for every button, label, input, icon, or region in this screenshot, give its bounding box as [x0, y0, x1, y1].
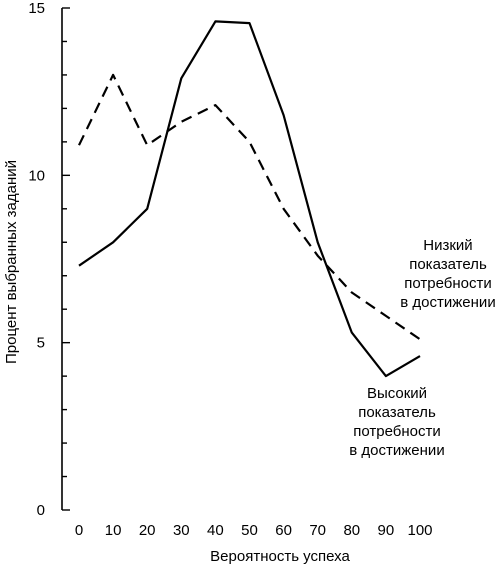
x-tick-label: 90 [378, 522, 395, 539]
x-tick-label: 80 [343, 522, 360, 539]
x-tick-label: 50 [241, 522, 258, 539]
annotation-line: показатель [358, 404, 436, 421]
series-group [78, 20, 421, 378]
annotation-high: Высокий показатель потребности в достижении [349, 385, 444, 459]
annotation-line: показатель [409, 256, 487, 273]
x-tick-label: 0 [75, 522, 83, 539]
annotation-line: потребности [353, 423, 441, 440]
annotation-line: Низкий [423, 237, 472, 254]
y-axis-title: Процент выбранных заданий [3, 160, 20, 364]
annotation-line: Высокий [367, 385, 427, 402]
x-tick-label: 10 [105, 522, 122, 539]
y-tick-label: 5 [37, 335, 45, 352]
annotations: Низкий показатель потребности в достиженииВ… [349, 237, 495, 459]
x-tick-label: 100 [407, 522, 432, 539]
series-line-high [78, 20, 421, 378]
annotation-line: в достижении [349, 442, 444, 459]
annotation-line: в достижении [400, 294, 495, 311]
x-tick-label: 20 [139, 522, 156, 539]
x-tick-label: 40 [207, 522, 224, 539]
x-axis-title: Вероятность успеха [210, 548, 350, 565]
x-tick-label: 30 [173, 522, 190, 539]
y-tick-label: 10 [28, 167, 45, 184]
series-high [78, 20, 421, 378]
series-low [78, 73, 421, 341]
y-tick-label: 0 [37, 502, 45, 519]
axes: 0 5 10 15 0 10 20 30 40 50 60 70 80 90 100 [28, 0, 432, 539]
x-tick-label: 70 [309, 522, 326, 539]
y-tick-label: 15 [28, 0, 45, 17]
series-line-low [78, 73, 421, 341]
annotation-line: потребности [404, 275, 492, 292]
x-tick-label: 60 [275, 522, 292, 539]
annotation-low: Низкий показатель потребности в достижении [400, 237, 495, 311]
